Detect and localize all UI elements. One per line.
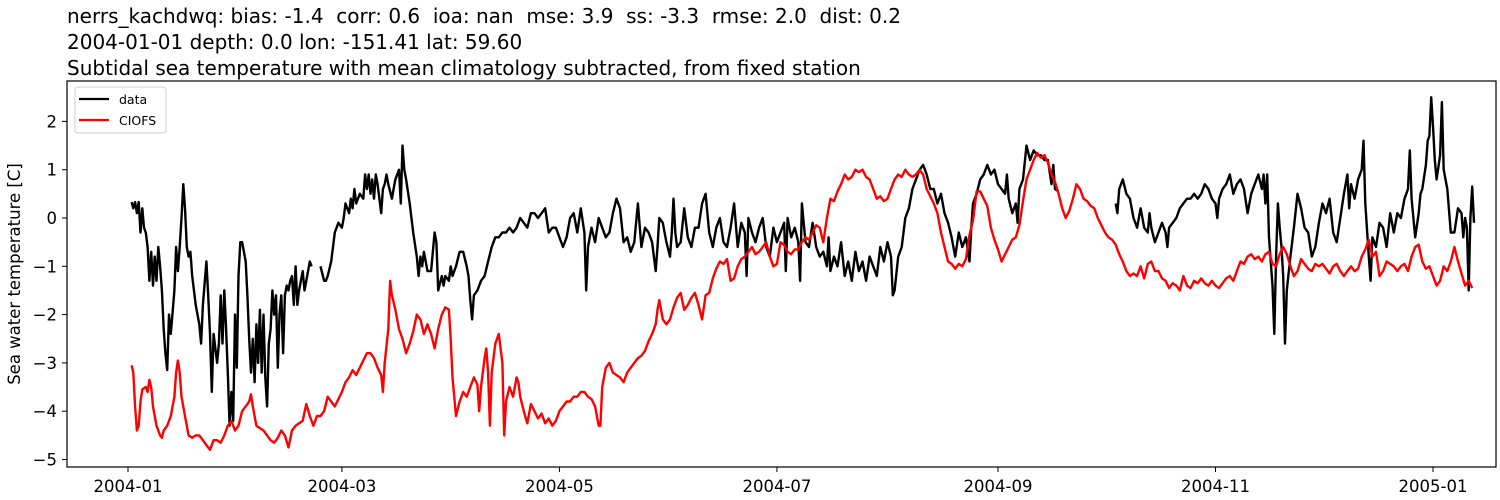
y-tick-label: −5 <box>33 451 57 470</box>
y-axis: 2 1 0 −1 −2 −3 −4 −5 <box>33 112 67 470</box>
legend-ciofs-label: CIOFS <box>119 113 156 128</box>
y-tick-label: −4 <box>33 402 57 421</box>
x-tick-label: 2004-05 <box>525 477 594 496</box>
chart-title-location: 2004-01-01 depth: 0.0 lon: -151.41 lat: … <box>67 30 523 54</box>
y-axis-label: Sea water temperature [C] <box>5 163 24 385</box>
x-tick-label: 2004-01 <box>94 477 163 496</box>
y-tick-label: −1 <box>33 257 57 276</box>
x-tick-label: 2005-01 <box>1399 477 1468 496</box>
series-line-ciofs <box>130 151 1474 451</box>
plot-area <box>66 80 1497 468</box>
x-tick-label: 2004-09 <box>964 477 1033 496</box>
legend-data-label: data <box>119 92 147 107</box>
axes-frame <box>66 80 1497 468</box>
y-tick-label: −3 <box>33 354 57 373</box>
y-tick-label: 2 <box>47 112 58 131</box>
y-tick-label: 0 <box>47 209 58 228</box>
y-tick-label: −2 <box>33 306 57 325</box>
x-tick-label: 2004-07 <box>742 477 811 496</box>
series-line-data <box>1114 96 1476 345</box>
y-tick-label: 1 <box>47 161 58 180</box>
chart-title-stats: nerrs_kachdwq: bias: -1.4 corr: 0.6 ioa:… <box>67 4 901 28</box>
series-line-data <box>319 144 1060 321</box>
x-axis: 2004-01 2004-03 2004-05 2004-07 2004-09 2004-… <box>94 467 1468 496</box>
x-tick-label: 2004-03 <box>307 477 376 496</box>
chart-title-description: Subtidal sea temperature with mean clima… <box>67 56 861 80</box>
legend: data CIOFS <box>74 86 167 134</box>
x-tick-label: 2004-11 <box>1181 477 1250 496</box>
series-line-data <box>130 182 313 427</box>
